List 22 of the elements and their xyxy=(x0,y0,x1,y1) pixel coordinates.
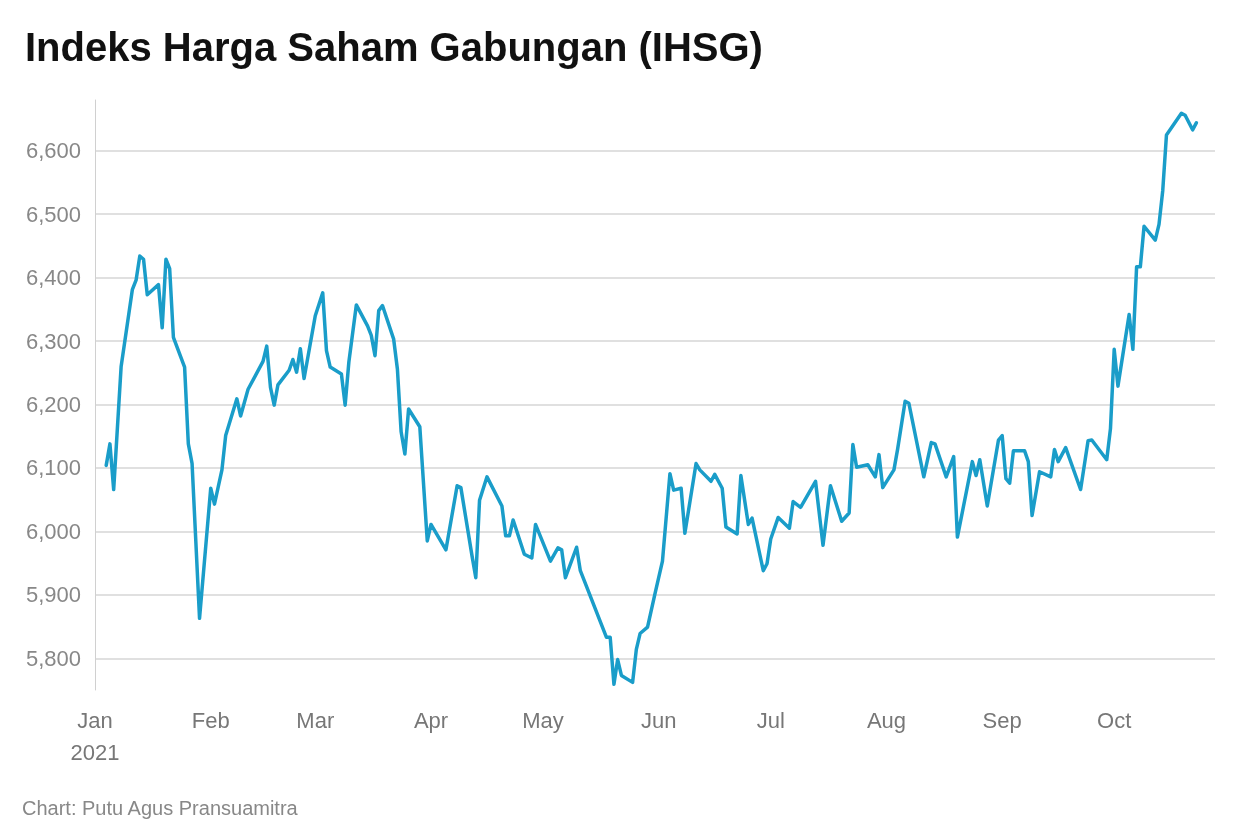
y-tick-label: 6,200 xyxy=(25,392,81,418)
y-tick-label: 6,500 xyxy=(25,201,81,227)
x-tick-label: Mar xyxy=(296,707,335,733)
y-tick-label: 6,100 xyxy=(25,455,81,481)
line-series xyxy=(104,111,1199,687)
x-tick-label: Aug xyxy=(866,707,907,733)
x-tick-label: Oct xyxy=(1097,707,1132,733)
y-tick-label: 6,400 xyxy=(25,265,81,291)
x-tick-label: Feb xyxy=(191,707,230,733)
x-tick-label: Jun xyxy=(640,707,677,733)
x-tick-label: May xyxy=(522,707,564,733)
x-tick-label: Jul xyxy=(756,707,785,733)
y-tick-label: 5,900 xyxy=(25,582,81,608)
chart-title: Indeks Harga Saham Gabungan (IHSG) xyxy=(25,25,763,69)
x-tick-label: Jan 2021 xyxy=(70,707,120,765)
y-tick-label: 6,600 xyxy=(25,138,81,164)
x-tick-label: Apr xyxy=(413,707,449,733)
y-tick-label: 5,800 xyxy=(25,645,81,671)
y-tick-label: 6,300 xyxy=(25,328,81,354)
text: Chart: Putu Agus Pransuamitra xyxy=(22,797,299,819)
y-tick-label: 6,000 xyxy=(25,518,81,544)
x-tick-label: Sep xyxy=(982,707,1022,733)
